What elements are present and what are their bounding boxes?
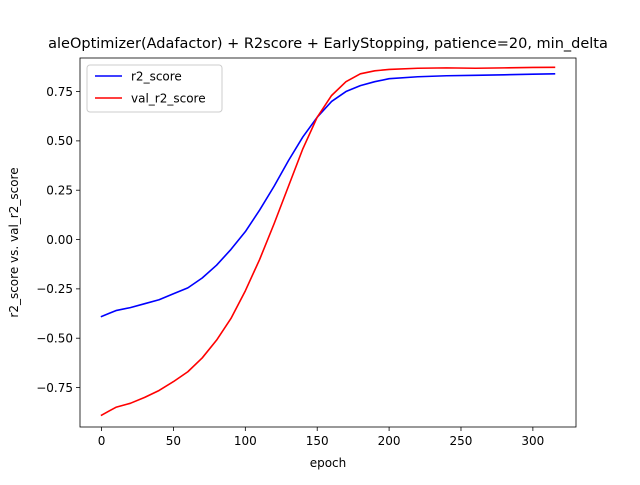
y-tick-label: −0.75 [36, 381, 73, 395]
x-tick-label: 250 [450, 434, 473, 448]
chart-title: aleOptimizer(Adafactor) + R2score + Earl… [48, 36, 608, 52]
x-tick-label: 100 [234, 434, 257, 448]
x-tick-label: 150 [306, 434, 329, 448]
x-axis-label: epoch [310, 456, 347, 470]
y-tick-label: 0.00 [46, 233, 73, 247]
y-tick-label: −0.50 [36, 332, 73, 346]
legend: r2_score val_r2_score [86, 64, 223, 113]
y-tick-label: 0.50 [46, 134, 73, 148]
x-tick-label: 50 [166, 434, 181, 448]
series-layer [100, 66, 556, 417]
y-tick-label: 0.25 [46, 184, 73, 198]
y-tick-label: 0.75 [46, 85, 73, 99]
x-axis-ticks: 0 50 100 150 200 250 300 [98, 427, 544, 448]
legend-label-r2-score: r2_score [131, 70, 182, 84]
legend-label-val-r2-score: val_r2_score [131, 92, 206, 106]
x-tick-label: 300 [521, 434, 544, 448]
y-axis-label: r2_score vs. val_r2_score [7, 167, 21, 317]
x-tick-label: 200 [378, 434, 401, 448]
x-tick-label: 0 [98, 434, 106, 448]
y-tick-label: −0.25 [36, 282, 73, 296]
series-line-r2-score [100, 72, 556, 318]
plot-frame [79, 57, 577, 428]
y-axis-ticks: −0.75 −0.50 −0.25 0.00 0.25 0.50 0.75 [36, 85, 80, 395]
series-line-val-r2-score [100, 66, 556, 417]
